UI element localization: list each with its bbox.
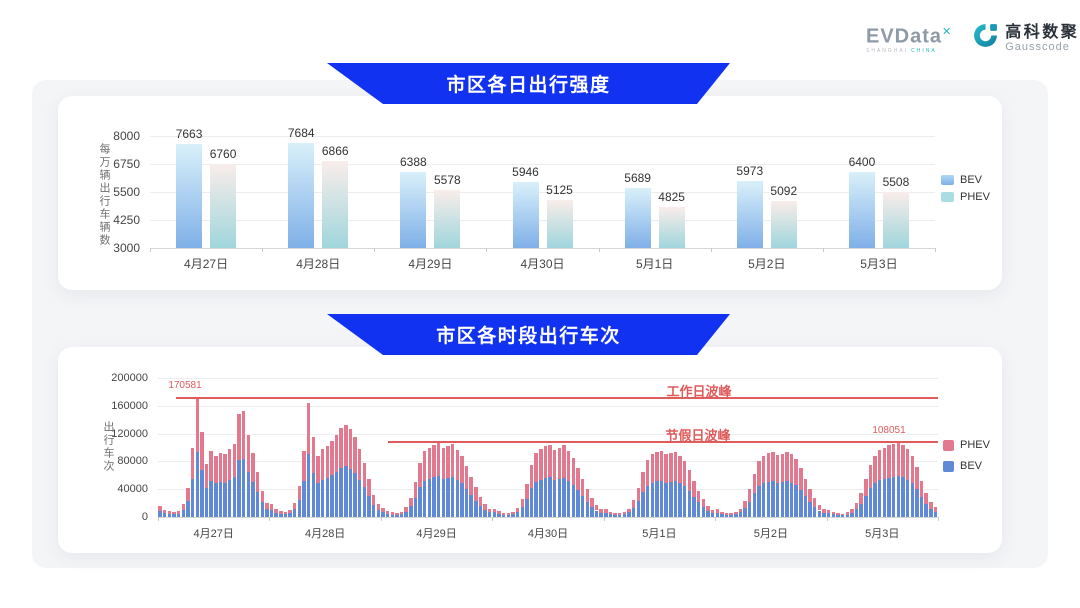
chart2-legend: PHEV BEV	[943, 439, 990, 477]
legend-label: BEV	[960, 174, 983, 186]
banner-hourly-trips: 市区各时段出行车次	[327, 314, 730, 355]
evdata-logo: EVData✕ SHANGHAI CHINA	[866, 22, 952, 54]
bev-swatch-icon	[941, 175, 954, 185]
chart1-legend: BEV PHEV	[941, 174, 990, 208]
chart2-y-axis-title: 出行车次	[102, 421, 114, 473]
phev-swatch-icon	[941, 192, 954, 202]
phev-swatch-icon	[943, 439, 954, 451]
gausscode-logo: 高科数聚 Gausscode	[972, 22, 1079, 54]
banner-daily-intensity: 市区各日出行强度	[327, 63, 730, 104]
bev-swatch-icon	[943, 460, 954, 472]
evdata-wordmark: EVData✕	[866, 25, 953, 48]
legend-label: PHEV	[960, 439, 990, 451]
gausscode-mark-icon	[972, 22, 999, 54]
banner-title: 市区各时段出行车次	[436, 326, 621, 347]
brand-bar: EVData✕ SHANGHAI CHINA 高科数聚 Gausscode	[866, 22, 1079, 54]
legend-item-bev[interactable]: BEV	[941, 174, 990, 186]
legend-label: BEV	[960, 460, 983, 472]
daily-intensity-card	[58, 96, 1002, 290]
legend-item-phev[interactable]: PHEV	[941, 191, 990, 203]
banner-title: 市区各日出行强度	[446, 75, 611, 96]
chart1-y-axis-title: 每万辆出行车辆数	[98, 143, 110, 247]
legend-item-phev[interactable]: PHEV	[943, 439, 990, 451]
legend-item-bev[interactable]: BEV	[943, 460, 990, 472]
gausscode-cn: 高科数聚	[1005, 23, 1080, 41]
gausscode-en: Gausscode	[1005, 40, 1070, 53]
evdata-subtext: SHANGHAI CHINA	[866, 47, 937, 54]
hourly-trips-card	[58, 347, 1002, 553]
legend-label: PHEV	[960, 191, 990, 203]
gausscode-text: 高科数聚 Gausscode	[1005, 24, 1079, 53]
evdata-x-icon: ✕	[942, 26, 953, 38]
